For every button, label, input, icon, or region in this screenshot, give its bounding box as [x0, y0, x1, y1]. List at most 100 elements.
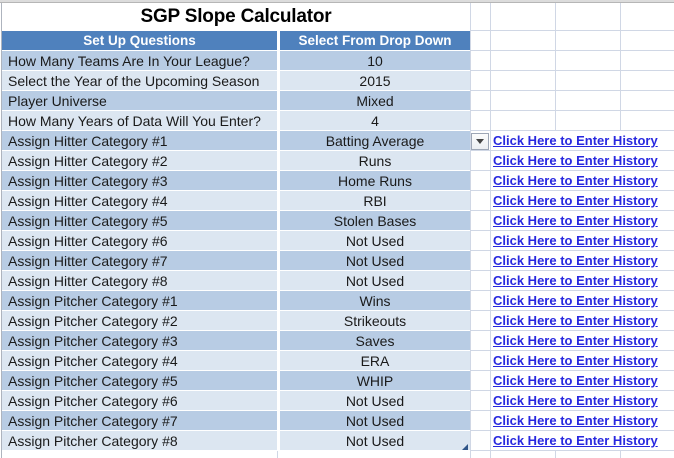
dropdown-value-cell[interactable]: Home Runs: [280, 171, 470, 190]
enter-history-link[interactable]: Click Here to Enter History: [493, 173, 658, 188]
gridline: [470, 3, 471, 458]
setup-question-cell: Player Universe: [2, 91, 277, 110]
dropdown-value-cell[interactable]: RBI: [280, 191, 470, 210]
gridline: [470, 170, 674, 171]
setup-question-cell: Assign Pitcher Category #5: [2, 371, 277, 390]
enter-history-link[interactable]: Click Here to Enter History: [493, 393, 658, 408]
setup-question-cell: Assign Pitcher Category #8: [2, 431, 277, 450]
table-row: Assign Hitter Category #3 Home Runs: [2, 171, 470, 191]
setup-question-cell: Assign Hitter Category #5: [2, 211, 277, 230]
gridline: [470, 70, 674, 71]
table-row: Assign Hitter Category #4 RBI: [2, 191, 470, 211]
dropdown-value-cell[interactable]: Runs: [280, 151, 470, 170]
table-row: Assign Pitcher Category #1 Wins: [2, 291, 470, 311]
table-row: Player Universe Mixed: [2, 91, 470, 111]
gridline: [470, 150, 674, 151]
gridline: [490, 3, 491, 458]
gridline: [620, 451, 621, 458]
setup-question-cell: Assign Pitcher Category #7: [2, 411, 277, 430]
enter-history-link[interactable]: Click Here to Enter History: [493, 373, 658, 388]
gridline: [555, 3, 556, 131]
enter-history-link[interactable]: Click Here to Enter History: [493, 253, 658, 268]
dropdown-value-cell[interactable]: Not Used: [280, 411, 470, 430]
dropdown-value-cell[interactable]: 4: [280, 111, 470, 130]
dropdown-value-cell[interactable]: Stolen Bases: [280, 211, 470, 230]
chevron-down-icon: [476, 139, 484, 144]
gridline: [470, 270, 674, 271]
gridline: [470, 230, 674, 231]
enter-history-link[interactable]: Click Here to Enter History: [493, 413, 658, 428]
table-header-row: Set Up Questions Select From Drop Down: [2, 31, 470, 51]
dropdown-value-cell[interactable]: Not Used: [280, 391, 470, 410]
table-row: How Many Years of Data Will You Enter? 4: [2, 111, 470, 131]
table-row: Assign Hitter Category #1 Batting Average: [2, 131, 470, 151]
setup-question-cell: Assign Hitter Category #3: [2, 171, 277, 190]
gridline: [470, 130, 674, 131]
dropdown-value-cell[interactable]: 2015: [280, 71, 470, 90]
gridline: [620, 3, 621, 131]
gridline: [470, 50, 674, 51]
dropdown-value-cell[interactable]: Strikeouts: [280, 311, 470, 330]
enter-history-link[interactable]: Click Here to Enter History: [493, 213, 658, 228]
setup-question-cell: Assign Pitcher Category #4: [2, 351, 277, 370]
setup-question-cell: Assign Hitter Category #1: [2, 131, 277, 150]
gridline: [470, 190, 674, 191]
table-row: Assign Hitter Category #7 Not Used: [2, 251, 470, 271]
dropdown-value-cell[interactable]: Saves: [280, 331, 470, 350]
enter-history-link[interactable]: Click Here to Enter History: [493, 133, 658, 148]
dropdown-value-cell[interactable]: ERA: [280, 351, 470, 370]
enter-history-link[interactable]: Click Here to Enter History: [493, 193, 658, 208]
dropdown-value-cell[interactable]: Not Used: [280, 231, 470, 250]
dropdown-button[interactable]: [471, 133, 489, 150]
setup-question-cell: Assign Pitcher Category #3: [2, 331, 277, 350]
dropdown-value-cell[interactable]: Not Used: [280, 271, 470, 290]
setup-question-cell: How Many Teams Are In Your League?: [2, 51, 277, 70]
enter-history-link[interactable]: Click Here to Enter History: [493, 273, 658, 288]
gridline: [470, 90, 674, 91]
table-row: How Many Teams Are In Your League? 10: [2, 51, 470, 71]
gridline: [470, 370, 674, 371]
table-row: Assign Hitter Category #8 Not Used: [2, 271, 470, 291]
gridline: [470, 350, 674, 351]
page-title: SGP Slope Calculator: [2, 3, 470, 31]
gridline: [470, 30, 674, 31]
gridline: [470, 290, 674, 291]
setup-table: SGP Slope Calculator Set Up Questions Se…: [2, 3, 470, 451]
gridline: [470, 310, 674, 311]
table-row: Assign Pitcher Category #8 Not Used: [2, 431, 470, 451]
dropdown-value-cell[interactable]: WHIP: [280, 371, 470, 390]
header-setup-questions: Set Up Questions: [2, 31, 277, 50]
dropdown-value-cell[interactable]: Not Used: [280, 431, 470, 450]
cell-corner-marker: [462, 444, 468, 450]
table-row: Assign Pitcher Category #4 ERA: [2, 351, 470, 371]
enter-history-link[interactable]: Click Here to Enter History: [493, 433, 658, 448]
dropdown-value-cell[interactable]: Mixed: [280, 91, 470, 110]
enter-history-link[interactable]: Click Here to Enter History: [493, 353, 658, 368]
setup-question-cell: Assign Pitcher Category #2: [2, 311, 277, 330]
gridline: [470, 450, 674, 451]
table-rows: How Many Teams Are In Your League? 10 Sele…: [2, 51, 470, 451]
dropdown-value-cell[interactable]: Wins: [280, 291, 470, 310]
dropdown-value-cell[interactable]: Not Used: [280, 251, 470, 270]
table-row: Assign Hitter Category #2 Runs: [2, 151, 470, 171]
header-select-dropdown: Select From Drop Down: [280, 31, 470, 50]
setup-question-cell: Assign Pitcher Category #6: [2, 391, 277, 410]
gridline: [470, 390, 674, 391]
enter-history-link[interactable]: Click Here to Enter History: [493, 233, 658, 248]
gridline: [1, 3, 2, 458]
enter-history-link[interactable]: Click Here to Enter History: [493, 153, 658, 168]
setup-question-cell: Select the Year of the Upcoming Season: [2, 71, 277, 90]
enter-history-link[interactable]: Click Here to Enter History: [493, 333, 658, 348]
gridline: [277, 451, 278, 458]
table-row: Select the Year of the Upcoming Season 20…: [2, 71, 470, 91]
enter-history-link[interactable]: Click Here to Enter History: [493, 313, 658, 328]
table-row: Assign Pitcher Category #7 Not Used: [2, 411, 470, 431]
dropdown-value-cell[interactable]: Batting Average: [280, 131, 470, 150]
dropdown-value-cell[interactable]: 10: [280, 51, 470, 70]
setup-question-cell: Assign Hitter Category #2: [2, 151, 277, 170]
row-above-edge: [0, 0, 674, 3]
setup-question-cell: Assign Hitter Category #8: [2, 271, 277, 290]
gridline: [470, 110, 674, 111]
enter-history-link[interactable]: Click Here to Enter History: [493, 293, 658, 308]
